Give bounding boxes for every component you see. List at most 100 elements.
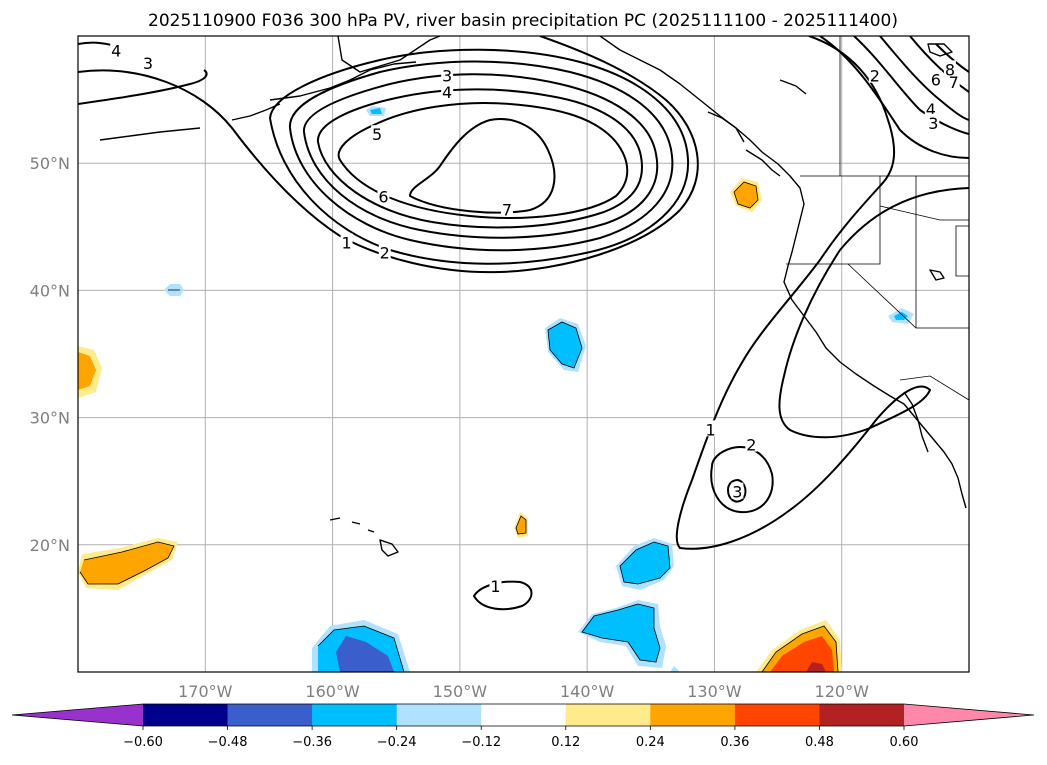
x-tick-label: 140°W <box>560 682 615 701</box>
contour-label: 5 <box>372 125 382 144</box>
x-tick-label: 150°W <box>433 682 488 701</box>
contour-label: 7 <box>949 73 959 92</box>
colorbar-extend-high <box>904 704 1034 726</box>
contour-label: 6 <box>931 71 941 90</box>
contour-label-bg <box>110 41 123 58</box>
x-tick-label: 170°W <box>178 682 233 701</box>
contour-label-bg <box>441 66 454 83</box>
colorbar-swatch <box>819 704 905 726</box>
contour-label-bg <box>378 243 391 260</box>
colorbar-tick-label: −0.24 <box>377 735 417 750</box>
anomaly-near-136w <box>582 604 660 662</box>
pv-contour-8-east <box>935 43 969 73</box>
contour-label-bg <box>924 99 937 116</box>
colorbar-swatch <box>312 704 398 726</box>
anomaly-near-117w <box>894 312 908 320</box>
anomaly-west-edge <box>78 352 96 390</box>
colorbar-tick-label: 0.48 <box>805 735 834 750</box>
contour-label-bg <box>377 187 390 204</box>
contour-label: 3 <box>928 114 938 133</box>
pv-contour-4 <box>302 73 659 239</box>
contour-label: 7 <box>502 200 512 219</box>
x-tick-label: 160°W <box>305 682 360 701</box>
colorbar-tick-label: −0.12 <box>461 735 501 750</box>
pv-contour-1-west <box>78 69 208 105</box>
colorbar-tick-label: 0.12 <box>551 735 580 750</box>
colorbar-tick-label: −0.36 <box>292 735 332 750</box>
contour-label: 8 <box>945 60 955 79</box>
contour-label-bg <box>927 113 940 130</box>
pv-contour-4-east <box>879 36 969 121</box>
pv-contour-3-south <box>727 479 747 503</box>
anomaly-southwest <box>80 542 174 584</box>
anomaly-near-156w-small <box>370 108 382 114</box>
colorbar-tick-label: 0.60 <box>890 735 919 750</box>
x-tick-label: 120°W <box>815 682 870 701</box>
contour-label-bg <box>142 53 155 70</box>
colorbar-swatch <box>565 704 651 726</box>
contour-label-bg <box>489 576 502 593</box>
pv-contour-7 <box>409 118 556 214</box>
contour-label: 3 <box>442 67 452 86</box>
colorbar-swatch <box>734 704 820 726</box>
contour-label-bg <box>500 200 513 217</box>
colorbar-swatch <box>650 704 736 726</box>
contour-label-bg <box>340 233 353 250</box>
colorbar-swatch <box>143 704 229 726</box>
chart-title: 2025110900 F036 300 hPa PV, river basin … <box>148 11 898 31</box>
pv-contour-6 <box>337 101 629 219</box>
colorbar-tick-label: 0.36 <box>720 735 749 750</box>
pv-contour-2-south <box>710 446 774 514</box>
pv-contours <box>78 36 969 611</box>
contour-label: 1 <box>341 233 351 252</box>
pv-contour-3 <box>288 60 674 252</box>
colorbar-swatch <box>396 704 482 726</box>
contour-label: 1 <box>706 420 716 439</box>
anomaly-near-124w <box>770 636 834 672</box>
contour-label: 4 <box>926 100 936 119</box>
pv-contour-1 <box>78 36 699 274</box>
x-tick-label: 130°W <box>687 682 742 701</box>
colorbar-extend-low <box>12 704 143 726</box>
contour-label-bg <box>868 66 881 83</box>
contour-label-bg <box>943 60 956 77</box>
gridlines <box>78 36 969 672</box>
coastlines <box>99 36 967 557</box>
contour-label-bg <box>745 435 758 452</box>
contour-label: 4 <box>111 41 121 60</box>
contour-label-bg <box>731 482 744 499</box>
anomaly-near-128w <box>734 182 758 208</box>
anomaly-near-140w <box>548 322 582 368</box>
contour-label: 2 <box>380 244 390 263</box>
y-tick-label: 20°N <box>30 536 70 555</box>
contour-label-bg <box>929 70 942 87</box>
colorbar-tick-label: −0.60 <box>123 735 163 750</box>
y-tick-label: 30°N <box>30 409 70 428</box>
colorbar-tick-label: −0.48 <box>208 735 248 750</box>
anomaly-near-145w <box>516 516 526 534</box>
borders <box>786 36 969 401</box>
contour-label: 1 <box>490 577 500 596</box>
pv-contour-1-east <box>675 36 969 550</box>
contour-label-bg <box>441 83 454 100</box>
anomaly-near-124w <box>806 662 826 672</box>
contour-label: 3 <box>143 54 153 73</box>
colorbar-swatch <box>481 704 567 726</box>
contour-label: 4 <box>442 83 452 102</box>
pv-contour-2-east <box>819 36 969 159</box>
map-frame <box>77 35 970 673</box>
contour-label: 2 <box>746 436 756 455</box>
anomaly-near-133w <box>620 542 670 584</box>
anomaly-near-130w <box>670 666 680 672</box>
y-tick-label: 50°N <box>30 154 70 173</box>
contour-label-bg <box>947 73 960 90</box>
colorbar-tick-label: 0.24 <box>636 735 665 750</box>
colorbar <box>11 703 1035 727</box>
contour-label: 2 <box>870 67 880 86</box>
contour-label: 3 <box>732 483 742 502</box>
contour-label: 6 <box>378 188 388 207</box>
anomaly-outlines <box>79 181 839 672</box>
pv-contour-6-east <box>909 36 969 93</box>
